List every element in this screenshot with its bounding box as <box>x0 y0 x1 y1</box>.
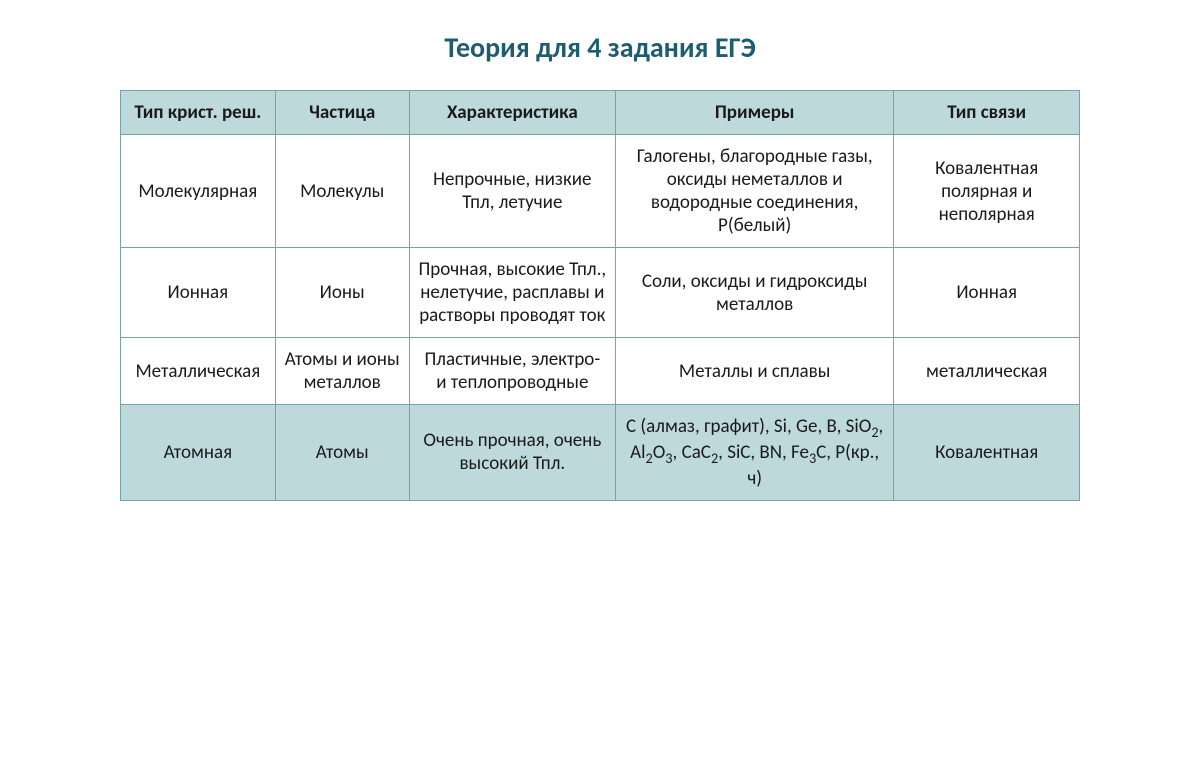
table-cell: Металлы и сплавы <box>615 338 893 405</box>
table-body: МолекулярнаяМолекулыНепрочные, низкие Тп… <box>121 135 1080 501</box>
table-cell: Соли, оксиды и гидроксиды металлов <box>615 248 893 338</box>
header-examples: Примеры <box>615 91 893 135</box>
table-cell: Молекулярная <box>121 135 276 248</box>
table-cell: Ковалентная полярная и неполярная <box>894 135 1080 248</box>
table-row: МолекулярнаяМолекулыНепрочные, низкие Тп… <box>121 135 1080 248</box>
table-cell: металлическая <box>894 338 1080 405</box>
table-header-row: Тип крист. реш. Частица Характеристика П… <box>121 91 1080 135</box>
header-bond-type: Тип связи <box>894 91 1080 135</box>
table-cell: Непрочные, низкие Тпл, летучие <box>409 135 615 248</box>
table-cell: Атомы и ионы металлов <box>275 338 409 405</box>
table-cell: Прочная, высокие Тпл., нелетучие, распла… <box>409 248 615 338</box>
table-cell: Галогены, благородные газы, оксиды немет… <box>615 135 893 248</box>
table-cell: С (алмаз, графит), Si, Ge, B, SiO2, Al2O… <box>615 405 893 501</box>
table-cell: Очень прочная, очень высокий Тпл. <box>409 405 615 501</box>
table-cell: Пластичные, электро- и теплопроводные <box>409 338 615 405</box>
table-cell: Ионы <box>275 248 409 338</box>
lattice-table: Тип крист. реш. Частица Характеристика П… <box>120 90 1080 501</box>
header-particle: Частица <box>275 91 409 135</box>
table-cell: Ковалентная <box>894 405 1080 501</box>
table-cell: Металлическая <box>121 338 276 405</box>
header-lattice-type: Тип крист. реш. <box>121 91 276 135</box>
table-cell: Атомы <box>275 405 409 501</box>
table-cell: Молекулы <box>275 135 409 248</box>
table-cell: Ионная <box>894 248 1080 338</box>
table-row: ИоннаяИоныПрочная, высокие Тпл., нелетуч… <box>121 248 1080 338</box>
header-characteristic: Характеристика <box>409 91 615 135</box>
table-cell: Атомная <box>121 405 276 501</box>
table-row: АтомнаяАтомыОчень прочная, очень высокий… <box>121 405 1080 501</box>
page-title: Теория для 4 задания ЕГЭ <box>120 30 1080 65</box>
table-row: МеталлическаяАтомы и ионы металловПласти… <box>121 338 1080 405</box>
table-cell: Ионная <box>121 248 276 338</box>
main-container: Теория для 4 задания ЕГЭ Тип крист. реш.… <box>120 30 1080 501</box>
